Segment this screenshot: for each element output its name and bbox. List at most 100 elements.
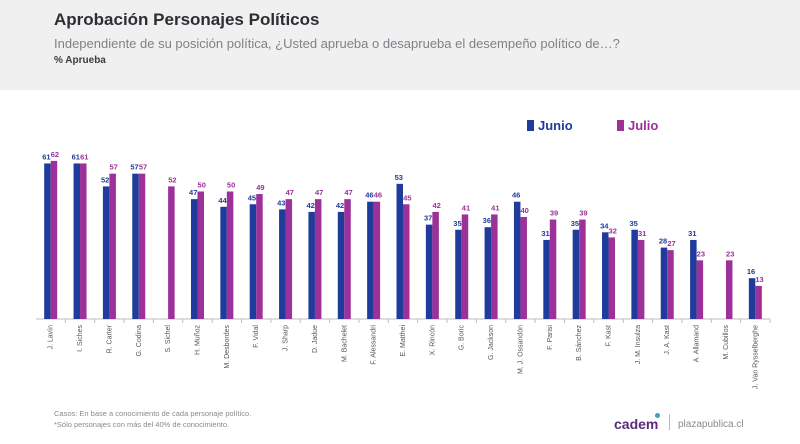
data-label-julio: 57 [109, 163, 117, 172]
bar-julio [256, 194, 263, 319]
data-label-julio: 46 [374, 191, 382, 200]
header-band [0, 0, 800, 90]
bar-junio [425, 224, 433, 319]
bar-julio [755, 285, 762, 319]
footer-divider [669, 414, 670, 430]
data-label-julio: 42 [432, 201, 440, 210]
bar-julio [226, 191, 234, 319]
data-label-junio: 31 [541, 229, 549, 238]
data-label-julio: 61 [80, 152, 88, 161]
x-tick-label: H. Muñoz [194, 325, 201, 355]
x-tick-label: G. Jackson [488, 325, 495, 360]
footer-note-knowledge: *Sólo personajes con más del 40% de cono… [54, 420, 230, 429]
data-label-junio: 46 [365, 191, 373, 200]
bar-julio [608, 237, 616, 319]
bar-junio [513, 201, 521, 319]
bar-junio [249, 204, 257, 319]
bar-junio [44, 163, 51, 319]
x-tick-label: I. Siches [77, 325, 84, 352]
data-label-julio: 50 [227, 181, 235, 190]
x-tick-label: D. Jadue [312, 325, 319, 353]
bar-julio [168, 186, 175, 319]
data-label-junio: 47 [189, 188, 197, 197]
bar-julio [403, 204, 410, 319]
bar-junio [748, 278, 756, 319]
bar-junio [220, 206, 227, 319]
data-label-julio: 32 [609, 226, 617, 235]
data-label-julio: 23 [726, 249, 734, 258]
bar-julio [667, 250, 674, 319]
bar-junio [132, 173, 139, 319]
x-tick-label: G. Codina [136, 325, 143, 357]
x-tick-label: R. Carter [106, 324, 113, 353]
bar-junio [543, 239, 550, 319]
data-label-julio: 45 [403, 193, 411, 202]
x-tick-label: F. Alessandri [371, 325, 378, 365]
data-label-junio: 42 [336, 201, 344, 210]
x-tick-label: J. Lavín [48, 325, 55, 350]
data-label-junio: 45 [248, 193, 256, 202]
x-tick-label: F. Vidal [253, 325, 260, 348]
x-tick-label: G. Boric [459, 325, 466, 351]
data-label-junio: 35 [453, 219, 461, 228]
bar-junio [455, 229, 462, 319]
data-label-julio: 23 [697, 249, 705, 258]
x-tick-label: M. Bachelet [341, 325, 348, 362]
footer-note-cases: Casos: En base a conocimiento de cada pe… [54, 409, 252, 418]
x-tick-label: F. Parisi [547, 325, 554, 350]
data-label-junio: 52 [101, 175, 109, 184]
bar-julio [344, 199, 351, 319]
bar-junio [337, 211, 345, 319]
bar-julio [80, 163, 87, 319]
data-label-julio: 13 [755, 275, 763, 284]
x-tick-label: J. Van Rysselberghe [752, 325, 759, 389]
data-label-julio: 47 [344, 188, 352, 197]
bar-julio [520, 217, 527, 319]
x-tick-label: A. Allamand [694, 325, 701, 362]
data-label-junio: 28 [659, 237, 667, 246]
bar-junio [190, 199, 198, 319]
bar-junio [102, 186, 110, 319]
data-label-julio: 47 [286, 188, 294, 197]
data-label-junio: 35 [629, 219, 637, 228]
data-label-junio: 53 [395, 173, 403, 182]
bar-julio [109, 173, 116, 319]
chart-title: Aprobación Personajes Políticos [54, 10, 320, 29]
x-tick-label: E. Matthei [400, 325, 407, 357]
bar-julio [138, 173, 146, 319]
data-label-julio: 52 [168, 175, 176, 184]
data-label-julio: 39 [579, 209, 587, 218]
data-label-julio: 31 [638, 229, 646, 238]
bar-junio [484, 227, 492, 319]
bar-junio [572, 229, 580, 319]
data-label-junio: 61 [42, 152, 50, 161]
bar-junio [602, 232, 609, 319]
x-tick-label: M. Cubillos [723, 325, 730, 360]
bar-junio [367, 201, 374, 319]
chart-subtitle: Independiente de su posición política, ¿… [54, 36, 620, 51]
data-label-julio: 27 [667, 239, 675, 248]
data-label-julio: 40 [521, 206, 529, 215]
footer-notes: Casos: En base a conocimiento de cada pe… [54, 408, 251, 430]
data-label-junio: 31 [688, 229, 696, 238]
data-label-julio: 50 [198, 181, 206, 190]
x-tick-label: M. Desbordes [224, 325, 231, 369]
bar-junio [396, 183, 403, 319]
bar-junio [308, 211, 315, 319]
bar-junio [73, 163, 81, 319]
bar-julio [579, 219, 586, 319]
bar-julio [50, 160, 58, 319]
data-label-julio: 41 [491, 203, 499, 212]
data-label-junio: 16 [747, 267, 755, 276]
metric-label: % Aprueba [54, 55, 106, 66]
x-tick-label: J. A. Kast [664, 325, 671, 355]
data-label-junio: 34 [600, 221, 609, 230]
bar-julio [314, 199, 322, 319]
brand-logo-dot [655, 413, 660, 418]
bar-julio [373, 201, 381, 319]
x-tick-label: J. Sharp [283, 325, 290, 351]
bar-junio [631, 229, 638, 319]
bar-julio [197, 191, 204, 319]
data-label-junio: 43 [277, 198, 285, 207]
